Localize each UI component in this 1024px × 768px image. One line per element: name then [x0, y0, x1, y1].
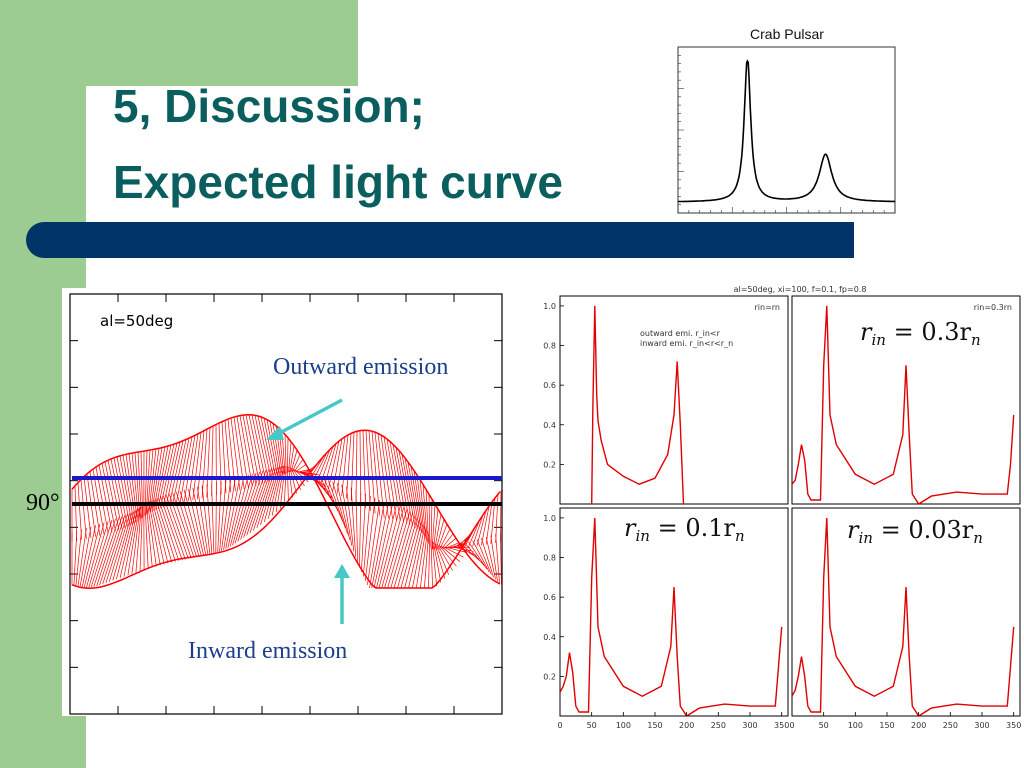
inset-ticks: [677, 46, 896, 214]
x-tick-label: 50: [587, 721, 597, 730]
emission-map-svg: al=50deg: [69, 293, 503, 715]
slide-title-line1: 5, Discussion;: [113, 80, 425, 132]
x-tick-label: 150: [879, 721, 894, 730]
x-tick-label: 250: [943, 721, 958, 730]
panel-label-top-right: rin = 0.3rn: [858, 318, 983, 349]
x-tick-label: 50: [819, 721, 829, 730]
slide-title-line2: Expected light curve: [113, 156, 563, 208]
panel-frame-top-left: [559, 295, 789, 505]
inward-emission-label: Inward emission: [188, 638, 348, 664]
light-curve-grid-figure: al=50deg, xi=100, f=0.1, fp=0.8 rin=rn ou…: [530, 280, 1024, 730]
x-tick-label: 300: [742, 721, 757, 730]
emission-map-figure: al=50deg: [62, 288, 504, 716]
x-tick-label: 350: [1006, 721, 1021, 730]
light-curve-bottom-left: [559, 517, 783, 717]
inset-frame: [677, 46, 896, 214]
x-tick-label: 250: [711, 721, 726, 730]
x-tick-label: 100: [848, 721, 863, 730]
inward-arrow-head: [334, 564, 350, 578]
ninety-degree-label: 90°: [26, 490, 60, 516]
crab-light-curve: [678, 59, 896, 203]
outward-emission-label: Outward emission: [273, 354, 449, 380]
grid-header: al=50deg, xi=100, f=0.1, fp=0.8: [734, 285, 867, 294]
panel-label-bottom-right: rin = 0.03rn: [845, 516, 985, 547]
y-tick-label: 0.4: [543, 633, 556, 642]
outward-arrow-head: [266, 426, 284, 440]
x-tick-label: 0: [789, 721, 794, 730]
x-tick-label: 150: [647, 721, 662, 730]
light-curve-top-right: [791, 305, 1015, 505]
panel-label-bottom-left: rin = 0.1rn: [622, 514, 747, 545]
y-tick-label: 0.8: [543, 554, 556, 563]
y-tick-label: 0.6: [543, 593, 556, 602]
panel-small-label: rin=0.3rn: [974, 303, 1012, 312]
y-tick-label: 0.2: [543, 460, 556, 469]
corner-label: al=50deg: [100, 312, 173, 330]
x-tick-label: 0: [557, 721, 562, 730]
panel-legend-line: outward emi. r_in<r: [640, 329, 721, 338]
light-curve-top-left: [591, 305, 685, 505]
x-tick-label: 200: [679, 721, 694, 730]
inset-title: Crab Pulsar: [750, 26, 824, 42]
panel-small-label: rin=rn: [754, 303, 780, 312]
y-tick-label: 0.2: [543, 672, 556, 681]
x-tick-label: 200: [911, 721, 926, 730]
x-tick-label: 100: [616, 721, 631, 730]
light-curve-grid-svg: al=50deg, xi=100, f=0.1, fp=0.8 rin=rn ou…: [543, 285, 1021, 730]
y-tick-label: 0.6: [543, 381, 556, 390]
y-tick-label: 1.0: [543, 514, 556, 523]
title-underline-bar: [26, 222, 854, 258]
y-tick-label: 0.8: [543, 342, 556, 351]
light-curve-bottom-right: [791, 517, 1015, 717]
outward-arrow-shaft: [273, 398, 343, 438]
panel-legend-line: inward emi. r_in<r<r_n: [640, 339, 733, 348]
crab-pulsar-plot: [677, 46, 896, 214]
emission-envelope-upper: [71, 413, 501, 589]
emission-map-ticks: [70, 294, 502, 714]
x-tick-label: 300: [974, 721, 989, 730]
y-tick-label: 1.0: [543, 302, 556, 311]
crab-pulsar-inset: Crab Pulsar: [677, 22, 897, 216]
y-tick-label: 0.4: [543, 421, 556, 430]
x-tick-label: 350: [774, 721, 789, 730]
green-top-band: [0, 0, 358, 86]
